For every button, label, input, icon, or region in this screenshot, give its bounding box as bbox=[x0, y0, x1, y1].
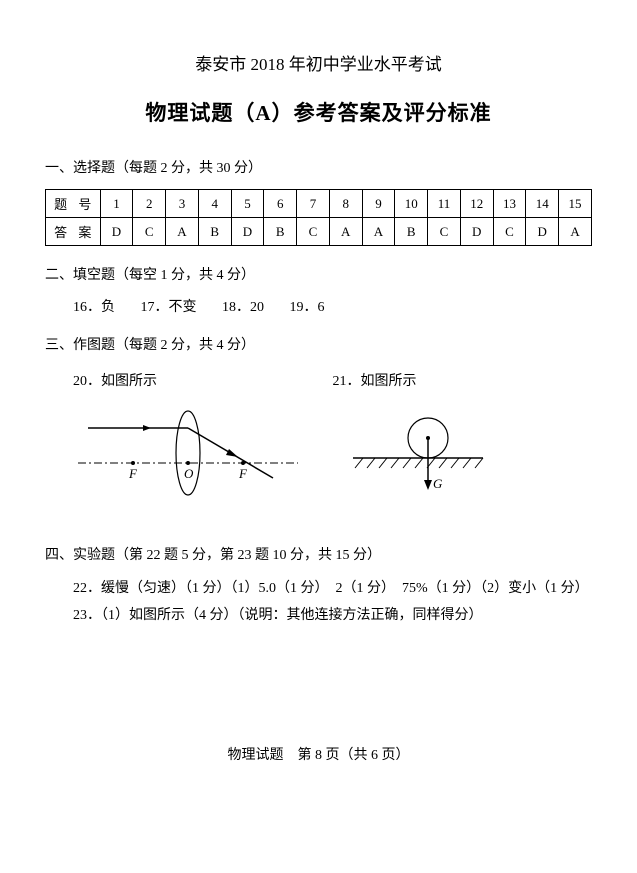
row-label-no: 题 号 bbox=[46, 190, 101, 218]
lens-diagram-icon: F O F bbox=[73, 398, 303, 508]
num-cell: 9 bbox=[362, 190, 395, 218]
num-cell: 4 bbox=[198, 190, 231, 218]
ans-cell: B bbox=[395, 218, 428, 246]
num-cell: 2 bbox=[133, 190, 166, 218]
num-cell: 12 bbox=[460, 190, 493, 218]
section4-body: 22．缓慢（匀速）（1 分）（1）5.0（1 分） 2（1 分） 75%（1 分… bbox=[73, 576, 592, 629]
fill-answers: 16．负 17．不变 18．20 19．6 bbox=[73, 296, 592, 316]
num-cell: 15 bbox=[559, 190, 592, 218]
num-cell: 13 bbox=[493, 190, 526, 218]
figure-row: 20．如图所示 F O F 21．如图所 bbox=[73, 370, 592, 508]
q23-text: 23．（1）如图所示（4 分）（说明：其他连接方法正确，同样得分） bbox=[45, 603, 592, 630]
fill-item: 19．6 bbox=[290, 300, 325, 315]
ans-cell: C bbox=[297, 218, 330, 246]
fill-item: 16．负 bbox=[73, 300, 115, 315]
ans-cell: D bbox=[460, 218, 493, 246]
figure-21: 21．如图所示 bbox=[333, 370, 593, 508]
F-right-label: F bbox=[238, 466, 248, 481]
ans-cell: C bbox=[133, 218, 166, 246]
fig20-label: 20．如图所示 bbox=[73, 370, 333, 390]
ans-cell: B bbox=[198, 218, 231, 246]
fill-item: 18．20 bbox=[222, 300, 264, 315]
section3-title: 三、作图题（每题 2 分，共 4 分） bbox=[45, 334, 592, 354]
num-cell: 6 bbox=[264, 190, 297, 218]
O-label: O bbox=[184, 466, 194, 481]
num-cell: 5 bbox=[231, 190, 264, 218]
header-line2: 物理试题（A）参考答案及评分标准 bbox=[45, 97, 592, 127]
page: 泰安市 2018 年初中学业水平考试 物理试题（A）参考答案及评分标准 一、选择… bbox=[0, 0, 637, 790]
num-cell: 1 bbox=[100, 190, 133, 218]
ans-cell: C bbox=[428, 218, 461, 246]
num-cell: 14 bbox=[526, 190, 559, 218]
G-label: G bbox=[433, 476, 443, 491]
ball-on-surface-icon: G bbox=[333, 398, 503, 508]
F-left-label: F bbox=[128, 466, 138, 481]
num-cell: 11 bbox=[428, 190, 461, 218]
num-cell: 8 bbox=[329, 190, 362, 218]
section4-title: 四、实验题（第 22 题 5 分，第 23 题 10 分，共 15 分） bbox=[45, 544, 592, 564]
num-cell: 3 bbox=[166, 190, 199, 218]
num-cell: 10 bbox=[395, 190, 428, 218]
ans-cell: D bbox=[526, 218, 559, 246]
row-label-ans: 答 案 bbox=[46, 218, 101, 246]
table-row-numbers: 题 号 1 2 3 4 5 6 7 8 9 10 11 12 13 14 15 bbox=[46, 190, 592, 218]
ans-cell: A bbox=[559, 218, 592, 246]
header-line1: 泰安市 2018 年初中学业水平考试 bbox=[45, 50, 592, 75]
section2-title: 二、填空题（每空 1 分，共 4 分） bbox=[45, 264, 592, 284]
fig21-label: 21．如图所示 bbox=[333, 370, 593, 390]
ans-cell: B bbox=[264, 218, 297, 246]
figure-20: 20．如图所示 F O F bbox=[73, 370, 333, 508]
ans-cell: D bbox=[100, 218, 133, 246]
ans-cell: A bbox=[166, 218, 199, 246]
ans-cell: A bbox=[329, 218, 362, 246]
answer-table: 题 号 1 2 3 4 5 6 7 8 9 10 11 12 13 14 15 … bbox=[45, 189, 592, 246]
table-row-answers: 答 案 D C A B D B C A A B C D C D A bbox=[46, 218, 592, 246]
num-cell: 7 bbox=[297, 190, 330, 218]
ans-cell: D bbox=[231, 218, 264, 246]
fill-item: 17．不变 bbox=[141, 300, 197, 315]
section1-title: 一、选择题（每题 2 分，共 30 分） bbox=[45, 157, 592, 177]
q22-text: 22．缓慢（匀速）（1 分）（1）5.0（1 分） 2（1 分） 75%（1 分… bbox=[45, 576, 592, 603]
page-footer: 物理试题 第 8 页（共 6 页） bbox=[0, 744, 637, 764]
ans-cell: A bbox=[362, 218, 395, 246]
ans-cell: C bbox=[493, 218, 526, 246]
